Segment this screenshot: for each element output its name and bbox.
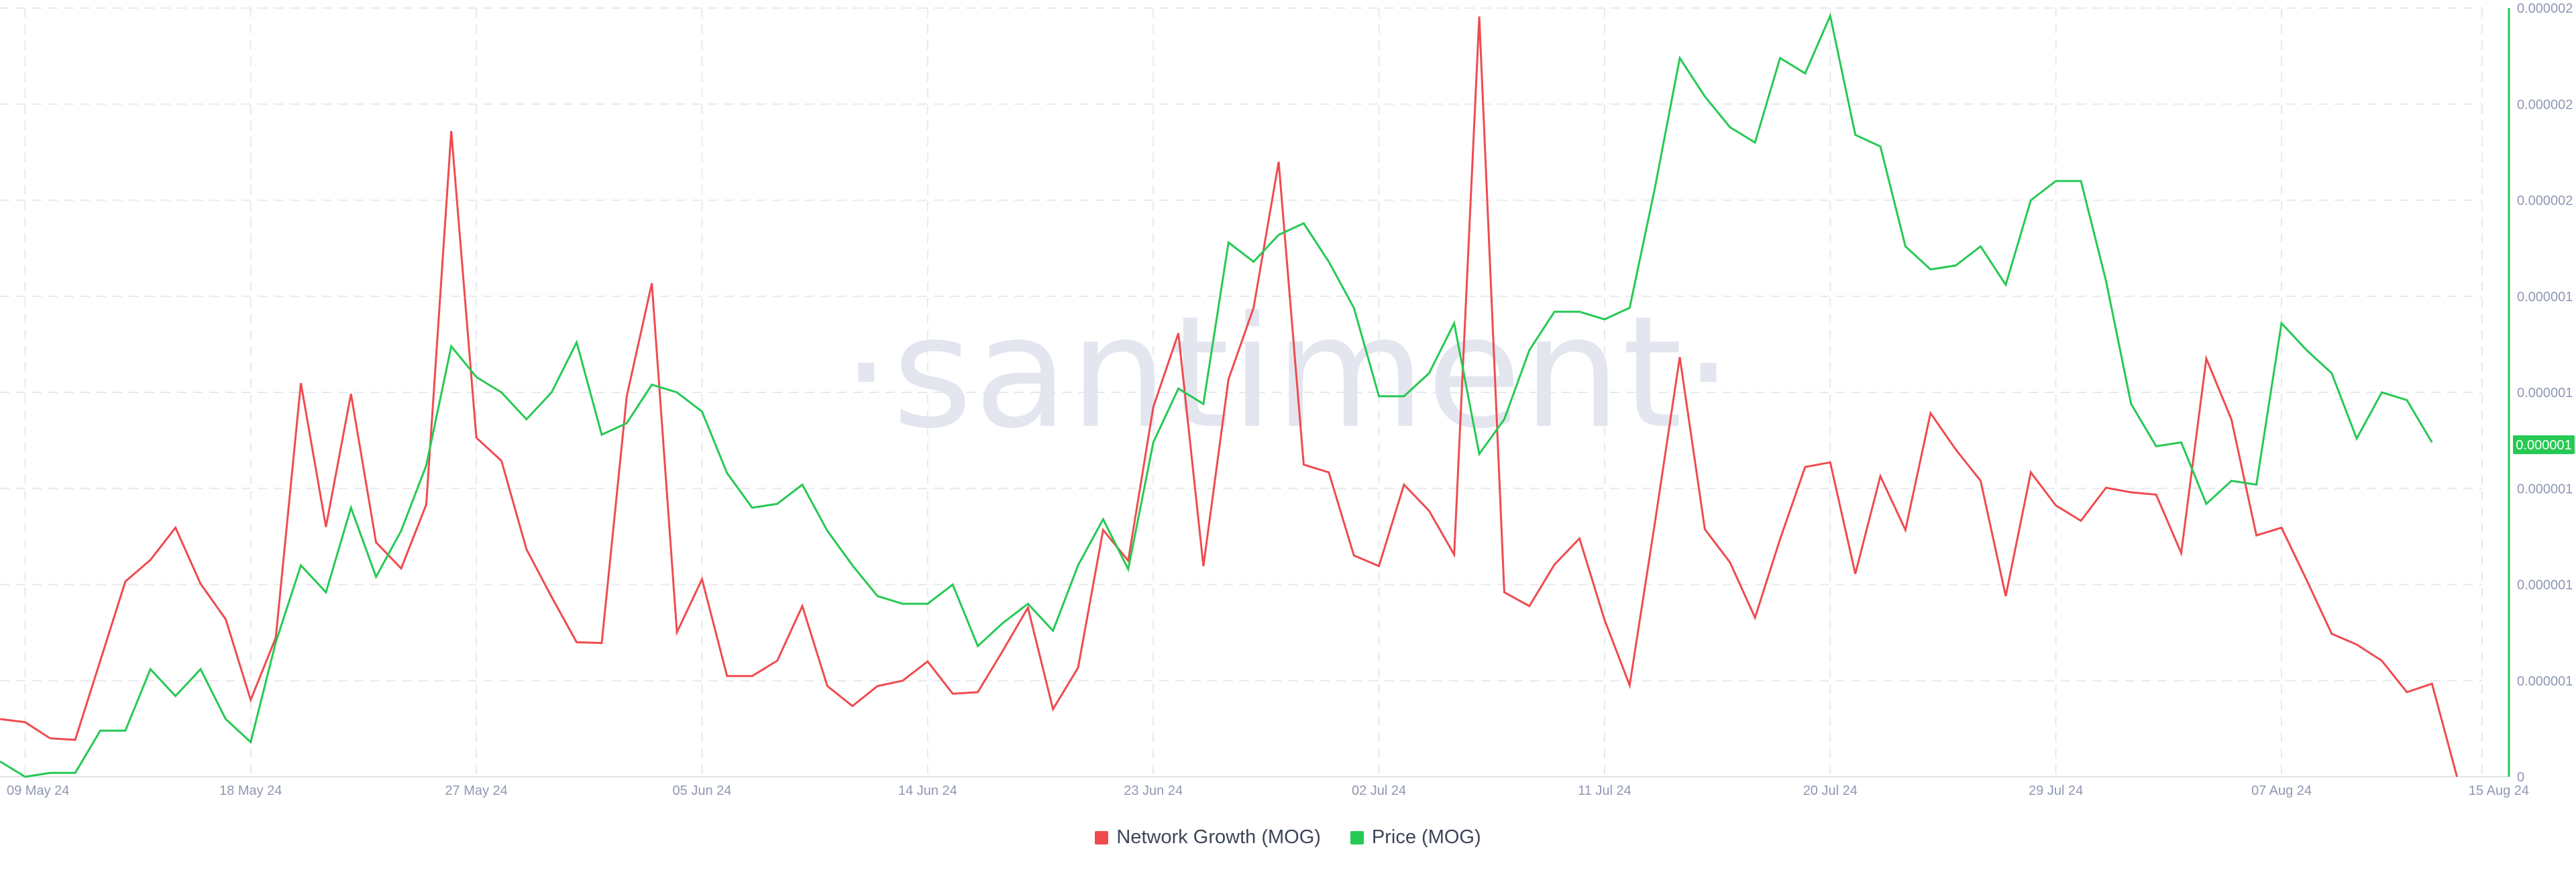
y-tick-label: 0.000001 [2517,290,2573,305]
x-tick-label: 20 Jul 24 [1803,783,1858,798]
network-growth-swatch [1095,830,1109,844]
grid-lines [0,7,2509,777]
watermark: ·santiment· [842,284,1734,463]
x-tick-label: 27 May 24 [445,783,507,798]
x-tick-label: 09 May 24 [7,783,69,798]
x-tick-label: 29 Jul 24 [2029,783,2083,798]
price-swatch [1350,830,1364,844]
legend-label-network-growth: Network Growth (MOG) [1116,826,1321,848]
y-tick-label: 0 [2517,770,2524,785]
current-price-label: 0.000001 [2516,438,2571,453]
x-tick-label: 02 Jul 24 [1352,783,1406,798]
current-price-badge: 0.000001 [2513,435,2575,454]
y-tick-label: 0.000001 [2517,578,2573,593]
y-tick-label: 0.000002 [2517,97,2573,112]
y-tick-label: 0.000001 [2517,674,2573,689]
x-tick-label: 11 Jul 24 [1578,783,1631,798]
series-layer [0,12,2459,778]
x-axis-tick-labels: 09 May 24 18 May 24 27 May 24 05 Jun 24 14 J… [7,783,2529,798]
y-tick-label: 0.000001 [2517,482,2573,496]
price-line [0,12,2433,778]
y-axis-tick-labels: 0 0.000001 0.000001 0.000001 0.000001 0.00000… [2517,1,2573,785]
legend-item-network-growth[interactable]: Network Growth (MOG) [1095,826,1321,849]
x-tick-label: 14 Jun 24 [898,783,957,798]
legend-item-price[interactable]: Price (MOG) [1350,826,1481,849]
x-tick-label: 07 Aug 24 [2251,783,2312,798]
y-tick-label: 0.000002 [2517,1,2573,16]
x-tick-label: 23 Jun 24 [1124,783,1183,798]
legend: Network Growth (MOG) Price (MOG) [0,826,2576,849]
y-tick-label: 0.000001 [2517,386,2573,400]
y-tick-label: 0.000002 [2517,194,2573,209]
legend-label-price: Price (MOG) [1371,826,1481,848]
x-tick-label: 05 Jun 24 [673,783,732,798]
x-tick-label: 15 Aug 24 [2469,783,2529,798]
network-growth-line [0,16,2459,777]
x-tick-label: 18 May 24 [219,783,282,798]
